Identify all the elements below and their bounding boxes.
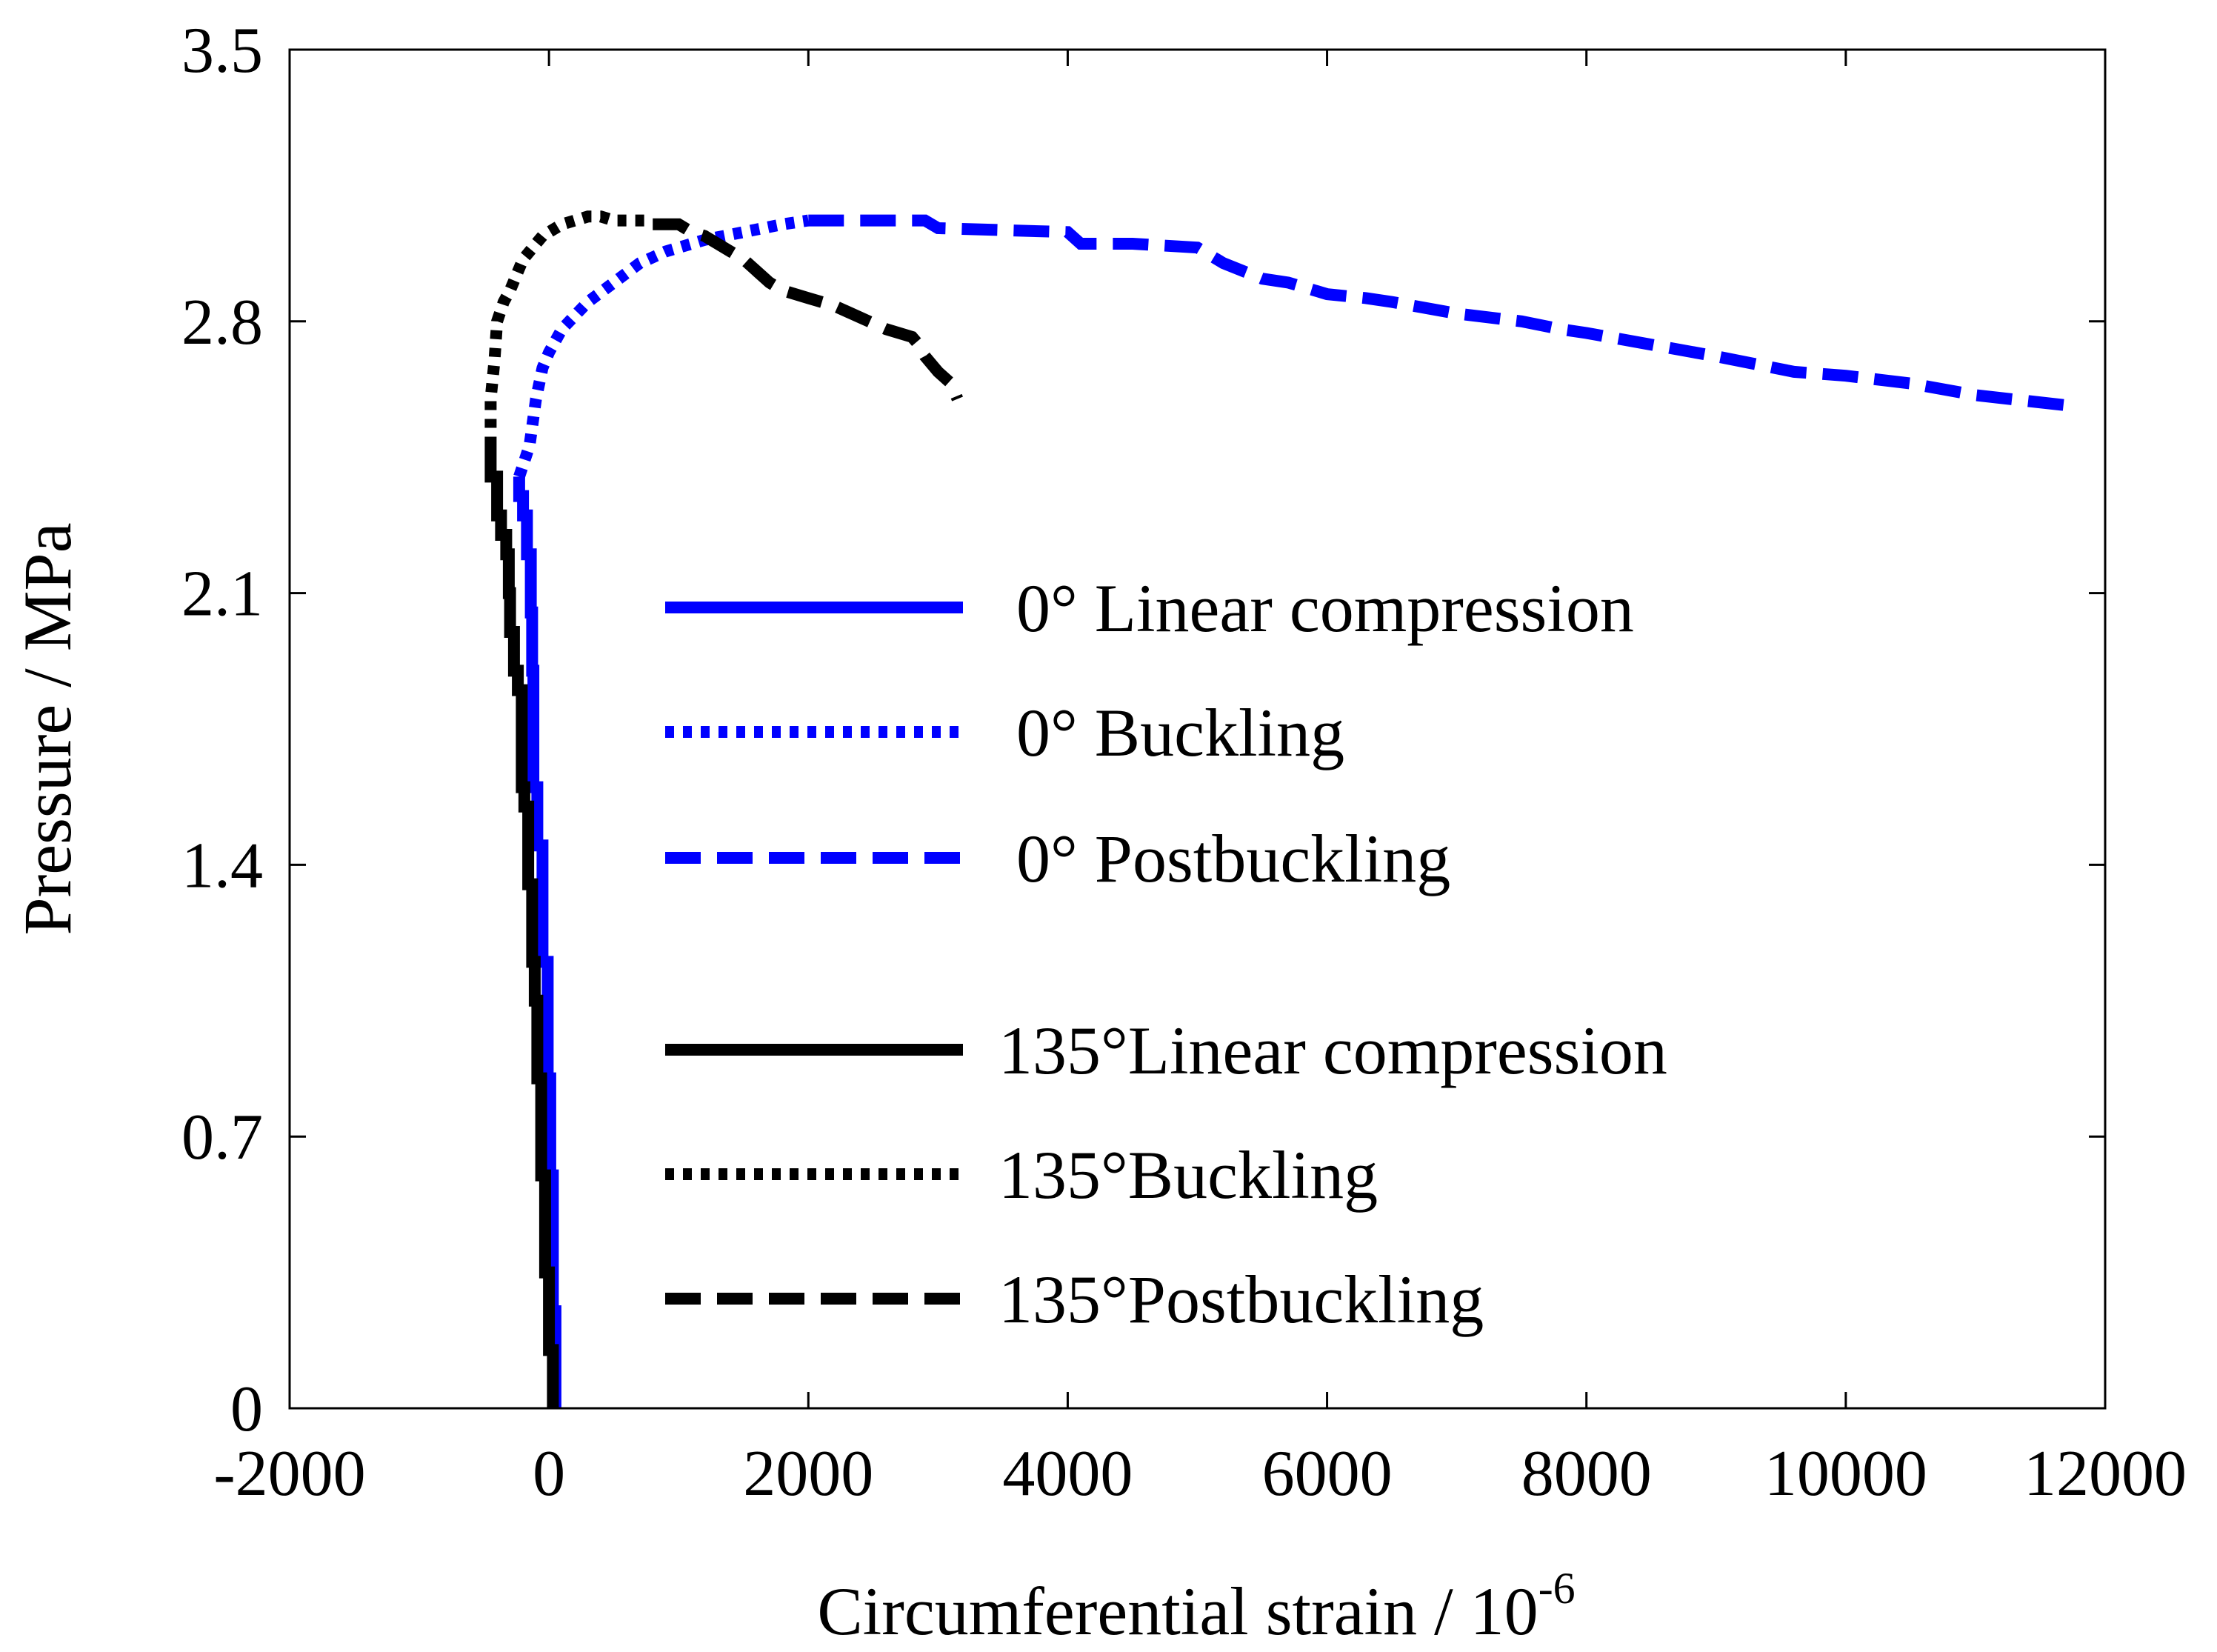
legend-label-5: 135°Buckling bbox=[999, 1137, 1378, 1213]
x-tick-label: 2000 bbox=[743, 1438, 873, 1510]
x-axis-title: Circumferential strain / 10-6 bbox=[817, 1564, 1575, 1649]
y-tick-label: 3.5 bbox=[181, 15, 263, 87]
y-tick-label: 0 bbox=[230, 1373, 263, 1445]
x-tick-label: 8000 bbox=[1521, 1438, 1652, 1510]
legend-label-3: 0° Postbuckling bbox=[1016, 821, 1450, 896]
y-tick-label: 0.7 bbox=[181, 1102, 263, 1173]
series-line-2 bbox=[513, 214, 810, 479]
x-axis-title-main: Circumferential strain / 10 bbox=[817, 1573, 1538, 1649]
y-axis-title: Pressure / MPa bbox=[10, 522, 85, 935]
x-tick-label: 10000 bbox=[1764, 1438, 1927, 1510]
x-tick-label: 0 bbox=[533, 1438, 565, 1510]
legend-label-1: 0° Linear compression bbox=[1016, 570, 1634, 646]
axes-layer bbox=[288, 48, 2107, 1410]
series-layer bbox=[484, 210, 2080, 1408]
y-tick-label: 2.1 bbox=[181, 559, 263, 630]
legend: 0° Linear compression 0° Buckling 0° Postb… bbox=[665, 570, 1667, 1337]
tick-labels: -2000 0 2000 4000 6000 8000 10000 1200000.71.42… bbox=[181, 15, 2187, 1510]
y-tick-label: 2.8 bbox=[181, 287, 263, 359]
x-tick-label: -2000 bbox=[213, 1438, 365, 1510]
x-tick-label: 6000 bbox=[1262, 1438, 1393, 1510]
legend-label-6: 135°Postbuckling bbox=[999, 1262, 1484, 1337]
legend-label-2: 0° Buckling bbox=[1016, 695, 1344, 770]
plot-frame bbox=[288, 48, 2107, 1410]
plot-background bbox=[290, 50, 2105, 1408]
x-tick-label: 4000 bbox=[1002, 1438, 1133, 1510]
x-axis-title-exponent: -6 bbox=[1538, 1564, 1576, 1613]
y-tick-label: 1.4 bbox=[181, 830, 263, 902]
series-line-4 bbox=[484, 445, 559, 1408]
series-line-6 bbox=[653, 218, 963, 402]
series-line-3 bbox=[808, 214, 2080, 413]
series-line-5 bbox=[484, 210, 653, 446]
x-tick-label: 12000 bbox=[2024, 1438, 2187, 1510]
legend-label-4: 135°Linear compression bbox=[999, 1013, 1667, 1088]
